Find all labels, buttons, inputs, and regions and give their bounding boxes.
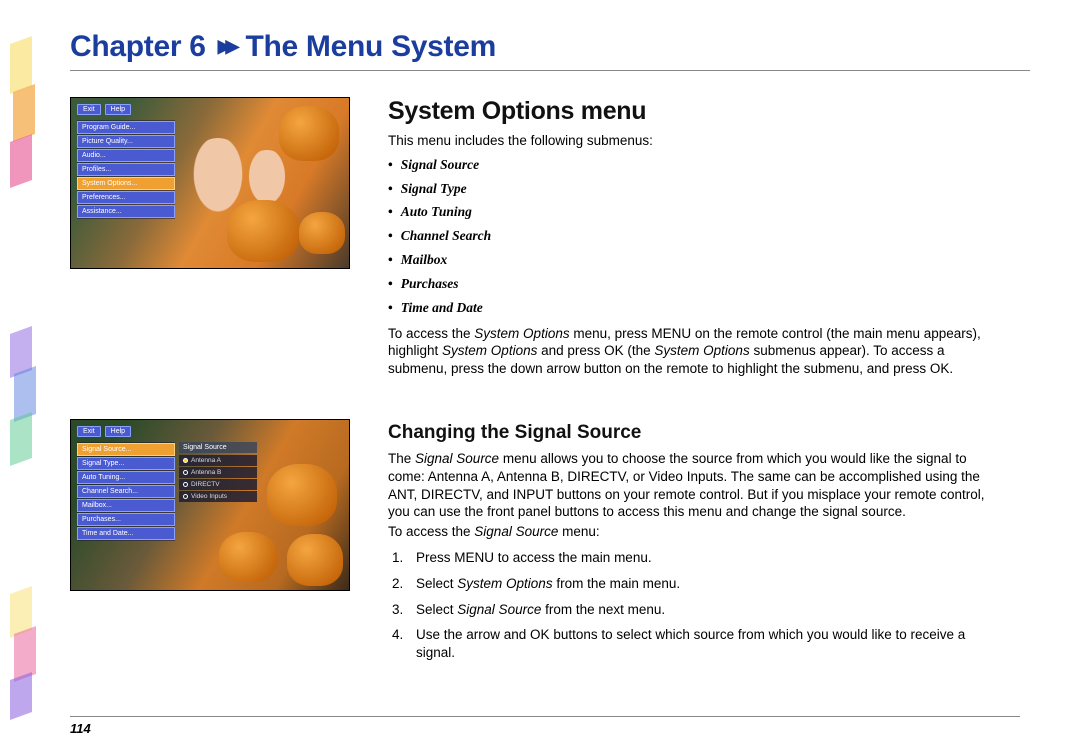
menu-item: Channel Search... (77, 485, 175, 498)
bullet: Signal Type (388, 180, 1000, 198)
menu-item: Signal Type... (77, 457, 175, 470)
step: Select System Options from the main menu… (388, 575, 1000, 593)
menu-item: Audio... (77, 149, 175, 162)
submenu-panel: Signal Source Antenna A Antenna B DIRECT… (179, 442, 257, 503)
menu-item-highlight: Signal Source... (77, 443, 175, 456)
chapter-rule (70, 70, 1030, 71)
menu-item: Mailbox... (77, 499, 175, 512)
submenu-item: Video Inputs (191, 493, 227, 500)
page-footer: 114 (70, 716, 1020, 736)
section1-intro: This menu includes the following submenu… (388, 132, 1000, 150)
chapter-marker-icon: ▶▶ (218, 36, 234, 57)
chapter-prefix: Chapter 6 (70, 30, 206, 63)
submenu-item: DIRECTV (191, 481, 220, 488)
menu-help: Help (105, 426, 131, 437)
menu-item: Picture Quality... (77, 135, 175, 148)
section2-p2: To access the Signal Source menu: (388, 523, 1000, 541)
menu-item: Auto Tuning... (77, 471, 175, 484)
submenu-header: Signal Source (179, 442, 257, 453)
chapter-title: Chapter 6 ▶▶ The Menu System (70, 30, 1030, 68)
menu-exit: Exit (77, 426, 101, 437)
page-number: 114 (70, 721, 1020, 736)
submenu-item: Antenna B (191, 469, 221, 476)
step: Press MENU to access the main menu. (388, 549, 1000, 567)
submenu-bullets: Signal Source Signal Type Auto Tuning Ch… (388, 156, 1000, 317)
menu-help: Help (105, 104, 131, 115)
screenshot-system-options: Exit Help Program Guide... Picture Quali… (70, 97, 350, 269)
menu-item: Program Guide... (77, 121, 175, 134)
bullet: Channel Search (388, 227, 1000, 245)
section1-para: To access the System Options menu, press… (388, 325, 1000, 378)
menu-item: Profiles... (77, 163, 175, 176)
steps-list: Press MENU to access the main menu. Sele… (388, 549, 1000, 662)
step: Select Signal Source from the next menu. (388, 601, 1000, 619)
bullet: Purchases (388, 275, 1000, 293)
menu-item: Purchases... (77, 513, 175, 526)
chapter-suffix: The Menu System (245, 30, 496, 63)
menu-item: Preferences... (77, 191, 175, 204)
submenu-item: Antenna A (191, 457, 221, 464)
side-decoration (10, 30, 42, 710)
menu-exit: Exit (77, 104, 101, 115)
step: Use the arrow and OK buttons to select w… (388, 626, 1000, 662)
screenshot-signal-source: Exit Help Signal Source... Signal Type..… (70, 419, 350, 591)
bullet: Signal Source (388, 156, 1000, 174)
bullet: Auto Tuning (388, 203, 1000, 221)
section2-p1: The Signal Source menu allows you to cho… (388, 450, 1000, 521)
subsection-title: Changing the Signal Source (388, 422, 1000, 444)
bullet: Time and Date (388, 299, 1000, 317)
bullet: Mailbox (388, 251, 1000, 269)
menu-item-highlight: System Options... (77, 177, 175, 190)
menu-item: Assistance... (77, 205, 175, 218)
menu-item: Time and Date... (77, 527, 175, 540)
section-title: System Options menu (388, 97, 1000, 126)
